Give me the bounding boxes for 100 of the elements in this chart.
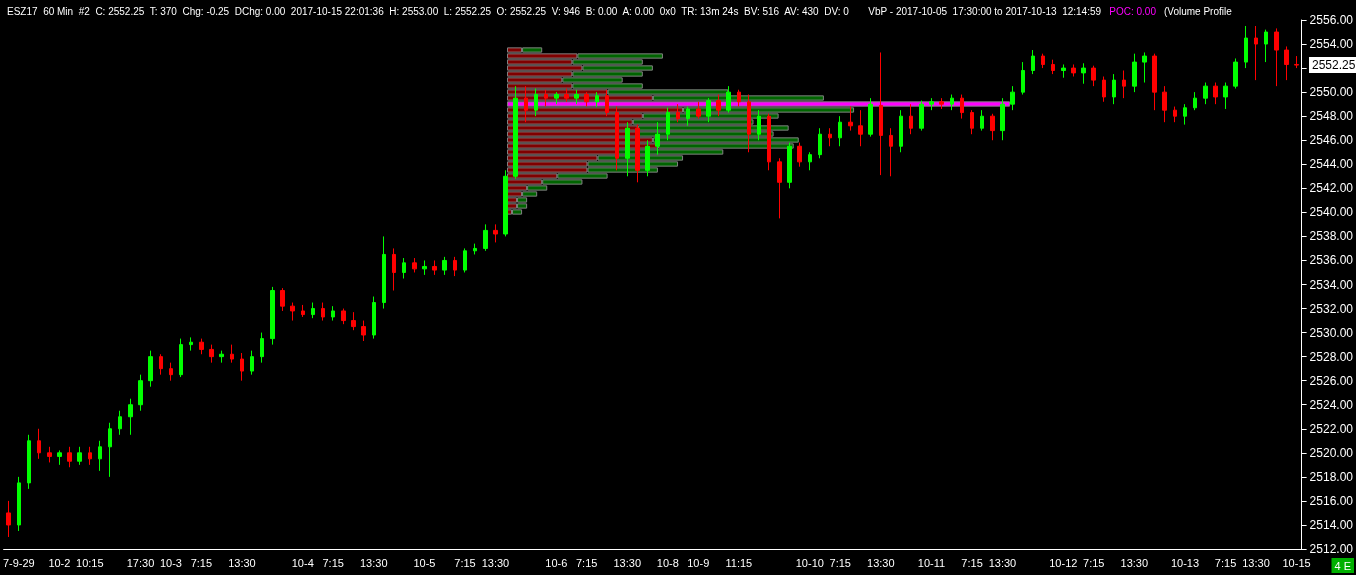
x-tick-label: 13:30 xyxy=(1120,556,1149,569)
candlestick xyxy=(260,332,264,364)
candlestick xyxy=(980,109,984,132)
candlestick xyxy=(1294,55,1299,69)
candlestick xyxy=(524,85,528,123)
candlestick xyxy=(737,89,741,108)
candlestick xyxy=(544,89,548,108)
x-tick-label: 13:30 xyxy=(228,556,256,569)
y-tick-label: 2550.00 xyxy=(1309,85,1354,100)
candlestick xyxy=(1162,85,1167,123)
candlestick xyxy=(1152,53,1157,111)
x-tick-label: 10-11 xyxy=(917,556,946,569)
candlestick xyxy=(564,88,569,103)
x-tick-label: 11:15 xyxy=(725,556,753,569)
candlestick xyxy=(442,256,447,276)
candlestick xyxy=(767,113,771,171)
y-tick-label: 2544.00 xyxy=(1309,157,1354,172)
candlestick xyxy=(17,476,21,532)
x-tick-label: 13:30 xyxy=(481,556,510,569)
candlestick xyxy=(250,350,254,376)
candlestick xyxy=(372,296,376,340)
candlestick xyxy=(858,109,863,147)
candlestick xyxy=(6,500,11,538)
x-tick-label: 7:15 xyxy=(961,556,983,569)
y-tick-label: 2522.00 xyxy=(1309,421,1354,436)
x-tick-label: 13:30 xyxy=(867,556,895,569)
candlestick xyxy=(108,422,112,478)
candlestick xyxy=(98,440,102,472)
candlestick xyxy=(615,106,619,171)
candlestick xyxy=(1122,70,1126,99)
candlestick xyxy=(1274,27,1279,87)
x-tick-label: 13:30 xyxy=(1242,556,1270,569)
candlestick xyxy=(361,320,366,342)
y-tick-label: 2512.00 xyxy=(1309,542,1354,556)
candlestick xyxy=(797,142,802,168)
x-tick-label: 7:15 xyxy=(829,556,851,569)
x-tick-label: 10-4 xyxy=(291,556,314,569)
candlestick xyxy=(1233,57,1238,90)
x-tick-label: 13:30 xyxy=(359,556,388,569)
candlestick xyxy=(422,259,427,276)
candlestick xyxy=(138,374,143,412)
candlestick xyxy=(1142,51,1147,84)
y-tick-label: 2530.00 xyxy=(1309,325,1354,340)
candlestick xyxy=(950,94,954,111)
candlestick xyxy=(605,89,609,117)
candlestick xyxy=(240,352,244,382)
candlestick xyxy=(37,428,41,460)
candlestick xyxy=(331,305,335,322)
candlestick xyxy=(453,256,457,277)
candlestick xyxy=(635,124,640,183)
candlestick xyxy=(939,97,944,110)
candlestick xyxy=(301,304,305,318)
text: 4 E xyxy=(1334,559,1351,572)
x-tick-label: 10-12 xyxy=(1049,556,1078,569)
candlestick xyxy=(909,103,913,135)
y-tick-label: 2518.00 xyxy=(1309,469,1354,484)
candlestick xyxy=(179,338,183,378)
candlestick xyxy=(402,257,406,279)
candlestick xyxy=(1010,85,1015,111)
candlestick xyxy=(321,302,325,322)
candlestick xyxy=(47,446,52,463)
candlestick xyxy=(392,247,396,292)
y-tick-label: 2538.00 xyxy=(1309,229,1354,244)
x-tick-label: 10-10 xyxy=(795,556,824,569)
candlestick xyxy=(27,434,31,490)
candlestick xyxy=(1051,59,1055,75)
y-tick-label: 2534.00 xyxy=(1309,277,1354,292)
candlestick xyxy=(1081,62,1086,85)
candlestick xyxy=(493,223,498,243)
candlestick xyxy=(432,259,437,276)
candlestick xyxy=(128,398,133,436)
x-tick-label: 7:15 xyxy=(1214,556,1237,569)
y-tick-label: 2546.00 xyxy=(1309,133,1354,148)
x-tick-label: 10-13 xyxy=(1170,556,1200,569)
candlestick xyxy=(463,247,467,273)
y-tick-label: 2556.00 xyxy=(1309,13,1354,27)
x-tick-label: 10-5 xyxy=(413,556,436,569)
candlestick xyxy=(970,109,974,135)
candlestick xyxy=(1102,76,1106,103)
x-tick-label: 10-9 xyxy=(687,556,710,569)
candlestick xyxy=(1031,49,1035,75)
text: 2552.25 xyxy=(1312,58,1356,72)
candlestick xyxy=(706,97,711,123)
candlestick xyxy=(879,51,883,176)
candlestick xyxy=(1000,97,1005,141)
candlestick xyxy=(696,101,701,120)
candlestick xyxy=(67,446,72,468)
candlestick xyxy=(899,109,903,153)
candlestick xyxy=(230,344,234,364)
y-tick-label: 2528.00 xyxy=(1309,349,1354,364)
x-tick-label: 10-6 xyxy=(545,556,568,569)
x-tick-label: 10:15 xyxy=(76,556,104,569)
candlestick xyxy=(88,446,92,466)
x-tick-label: 10-3 xyxy=(159,556,182,569)
y-tick-label: 2520.00 xyxy=(1309,445,1354,460)
candlestick xyxy=(919,100,924,132)
candlestick xyxy=(960,94,964,120)
candlestick xyxy=(838,115,842,147)
candlestick xyxy=(1173,106,1177,123)
candlestick xyxy=(270,286,275,346)
